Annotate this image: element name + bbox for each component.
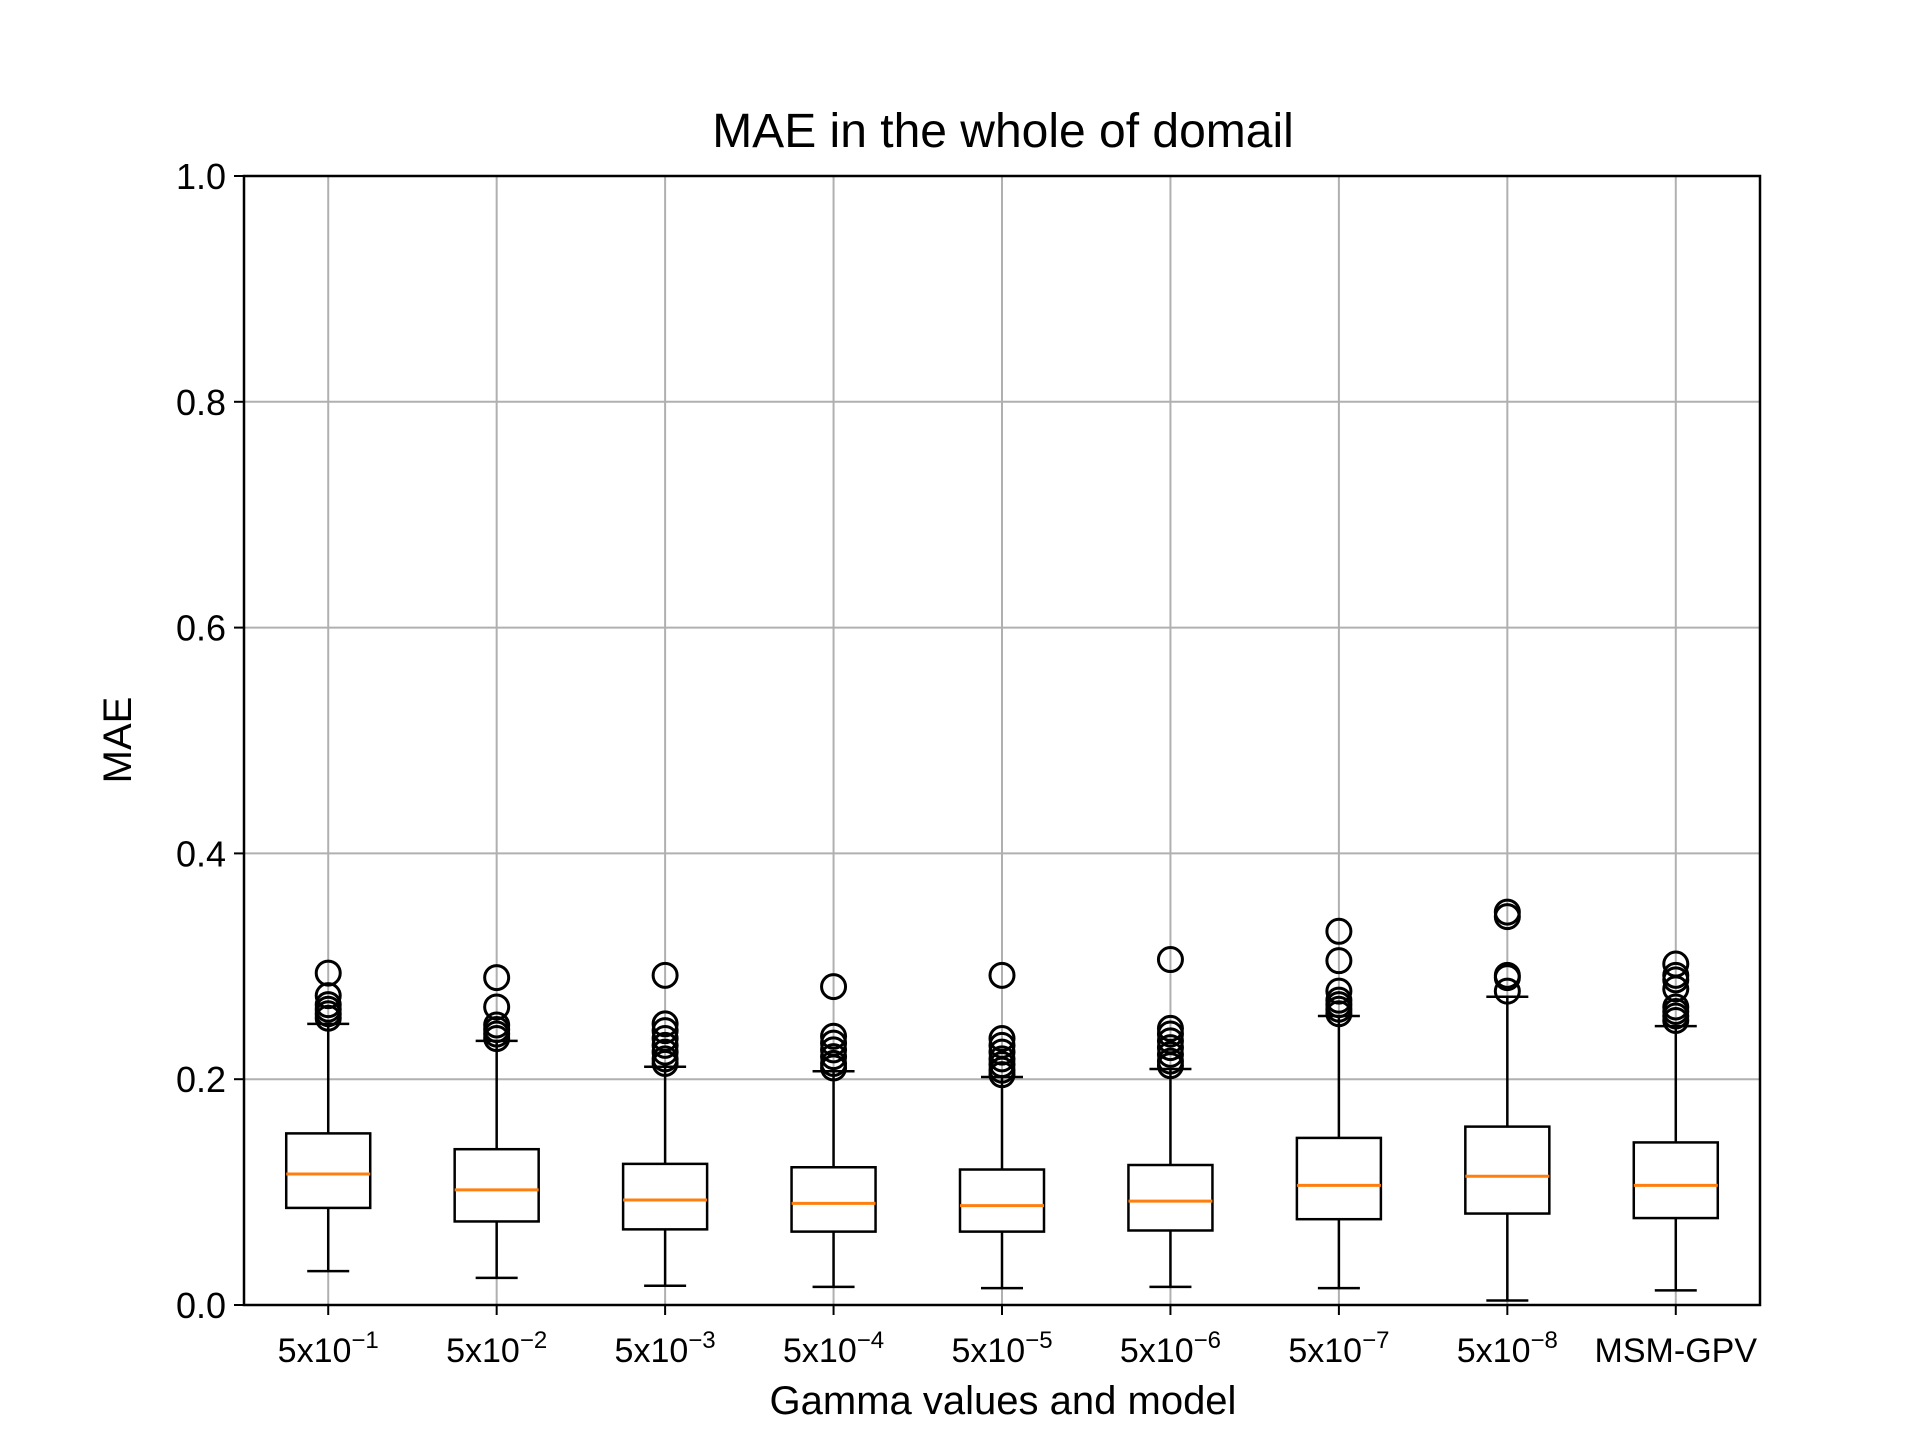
outlier-point	[483, 1011, 511, 1039]
iqr-box	[1632, 1141, 1720, 1220]
outlier-point	[1156, 946, 1184, 974]
outlier-point	[1156, 1040, 1184, 1068]
outlier-point	[1156, 1034, 1184, 1062]
x-axis-label: Gamma values and model	[770, 1379, 1237, 1423]
iqr-box	[790, 1166, 877, 1233]
iqr-box	[958, 1168, 1046, 1233]
outlier-point	[651, 1017, 679, 1045]
x-tick-label-base: 5x10	[951, 1332, 1025, 1370]
iqr-box	[453, 1147, 540, 1223]
x-tick-label-exponent: −6	[1194, 1327, 1221, 1354]
x-tick-label-base: 5x10	[1288, 1332, 1362, 1370]
x-tick-label-exponent: −7	[1362, 1327, 1389, 1354]
outlier-point	[1325, 986, 1353, 1014]
x-tick-label-base: 5x10	[1120, 1332, 1194, 1370]
outlier-point	[1662, 993, 1690, 1021]
outlier-point	[1156, 1027, 1184, 1055]
x-tick-label-exponent: −2	[520, 1327, 547, 1354]
y-axis-label: MAE	[96, 697, 140, 784]
outlier-point	[651, 1038, 679, 1066]
x-tick-label: 5x10−4	[783, 1327, 884, 1370]
box-group	[1127, 946, 1214, 1289]
outlier-point	[820, 1029, 848, 1057]
outlier-point	[314, 991, 342, 1019]
outlier-point	[1156, 1047, 1184, 1075]
outlier-point	[1493, 961, 1521, 989]
x-tick-label: 5x10−2	[446, 1327, 547, 1370]
x-tick-label-exponent: −1	[351, 1327, 378, 1354]
x-tick-label: MSM-GPV	[1595, 1332, 1758, 1370]
outlier-point	[1156, 1014, 1184, 1042]
outlier-point	[314, 959, 342, 987]
box-group	[621, 961, 709, 1288]
x-tick-label-base: 5x10	[615, 1332, 689, 1370]
x-tick-label-exponent: −3	[688, 1327, 715, 1354]
outlier-point	[1325, 947, 1353, 975]
outlier-point	[820, 1022, 848, 1050]
y-tick-label: 0.8	[176, 382, 226, 423]
x-tick-label-exponent: −5	[1025, 1327, 1052, 1354]
y-tick-label: 0.0	[176, 1285, 226, 1326]
x-tick-label-base: 5x10	[278, 1332, 352, 1370]
outlier-point	[820, 1036, 848, 1064]
outlier-point	[1493, 977, 1521, 1005]
x-tick-label: 5x10−7	[1288, 1327, 1389, 1370]
box-group	[790, 973, 877, 1289]
outlier-point	[1662, 961, 1690, 989]
x-tick-label-base: 5x10	[1457, 1332, 1531, 1370]
box-group	[958, 961, 1046, 1290]
outlier-point	[483, 993, 511, 1021]
outlier-point	[651, 1031, 679, 1059]
outlier-point	[651, 961, 679, 989]
chart-title: MAE in the whole of domail	[712, 105, 1294, 158]
x-tick-label: 5x10−5	[951, 1327, 1052, 1370]
outlier-point	[1325, 917, 1353, 945]
y-tick-label: 1.0	[176, 156, 226, 197]
outlier-point	[988, 1031, 1016, 1059]
outlier-point	[820, 1049, 848, 1077]
y-tick-label: 0.4	[176, 833, 226, 874]
outlier-point	[1662, 950, 1690, 978]
box-group	[1464, 898, 1551, 1302]
iqr-box	[1464, 1125, 1551, 1215]
outlier-point	[651, 1045, 679, 1073]
outlier-point	[988, 1025, 1016, 1053]
box-group	[1295, 917, 1383, 1290]
outlier-point	[483, 964, 511, 992]
box-group	[453, 964, 540, 1280]
outlier-point	[820, 973, 848, 1001]
x-tick-label-base: 5x10	[446, 1332, 520, 1370]
x-tick-label-base: 5x10	[783, 1332, 857, 1370]
box-group	[1632, 950, 1720, 1292]
x-tick-label: 5x10−3	[615, 1327, 716, 1370]
x-tick-label: 5x10−6	[1120, 1327, 1221, 1370]
x-tick-label: 5x10−8	[1457, 1327, 1558, 1370]
outlier-point	[1493, 898, 1521, 926]
x-tick-label-exponent: −4	[857, 1327, 884, 1354]
x-tick-label-exponent: −8	[1531, 1327, 1558, 1354]
x-tick-label: 5x10−1	[278, 1327, 379, 1370]
box-group	[284, 959, 372, 1273]
iqr-box	[621, 1162, 709, 1231]
outlier-point	[651, 1010, 679, 1038]
boxes	[284, 898, 1720, 1302]
outlier-point	[1325, 977, 1353, 1005]
outlier-point	[988, 1045, 1016, 1073]
outlier-point	[988, 961, 1016, 989]
y-tick-label: 0.6	[176, 608, 226, 649]
outlier-point	[988, 1038, 1016, 1066]
y-tick-label: 0.2	[176, 1059, 226, 1100]
iqr-box	[1295, 1136, 1383, 1221]
iqr-box	[1127, 1163, 1214, 1232]
outlier-point	[820, 1043, 848, 1071]
x-tick-label-base: MSM-GPV	[1595, 1332, 1758, 1370]
outlier-point	[651, 1025, 679, 1053]
iqr-box	[284, 1132, 372, 1210]
